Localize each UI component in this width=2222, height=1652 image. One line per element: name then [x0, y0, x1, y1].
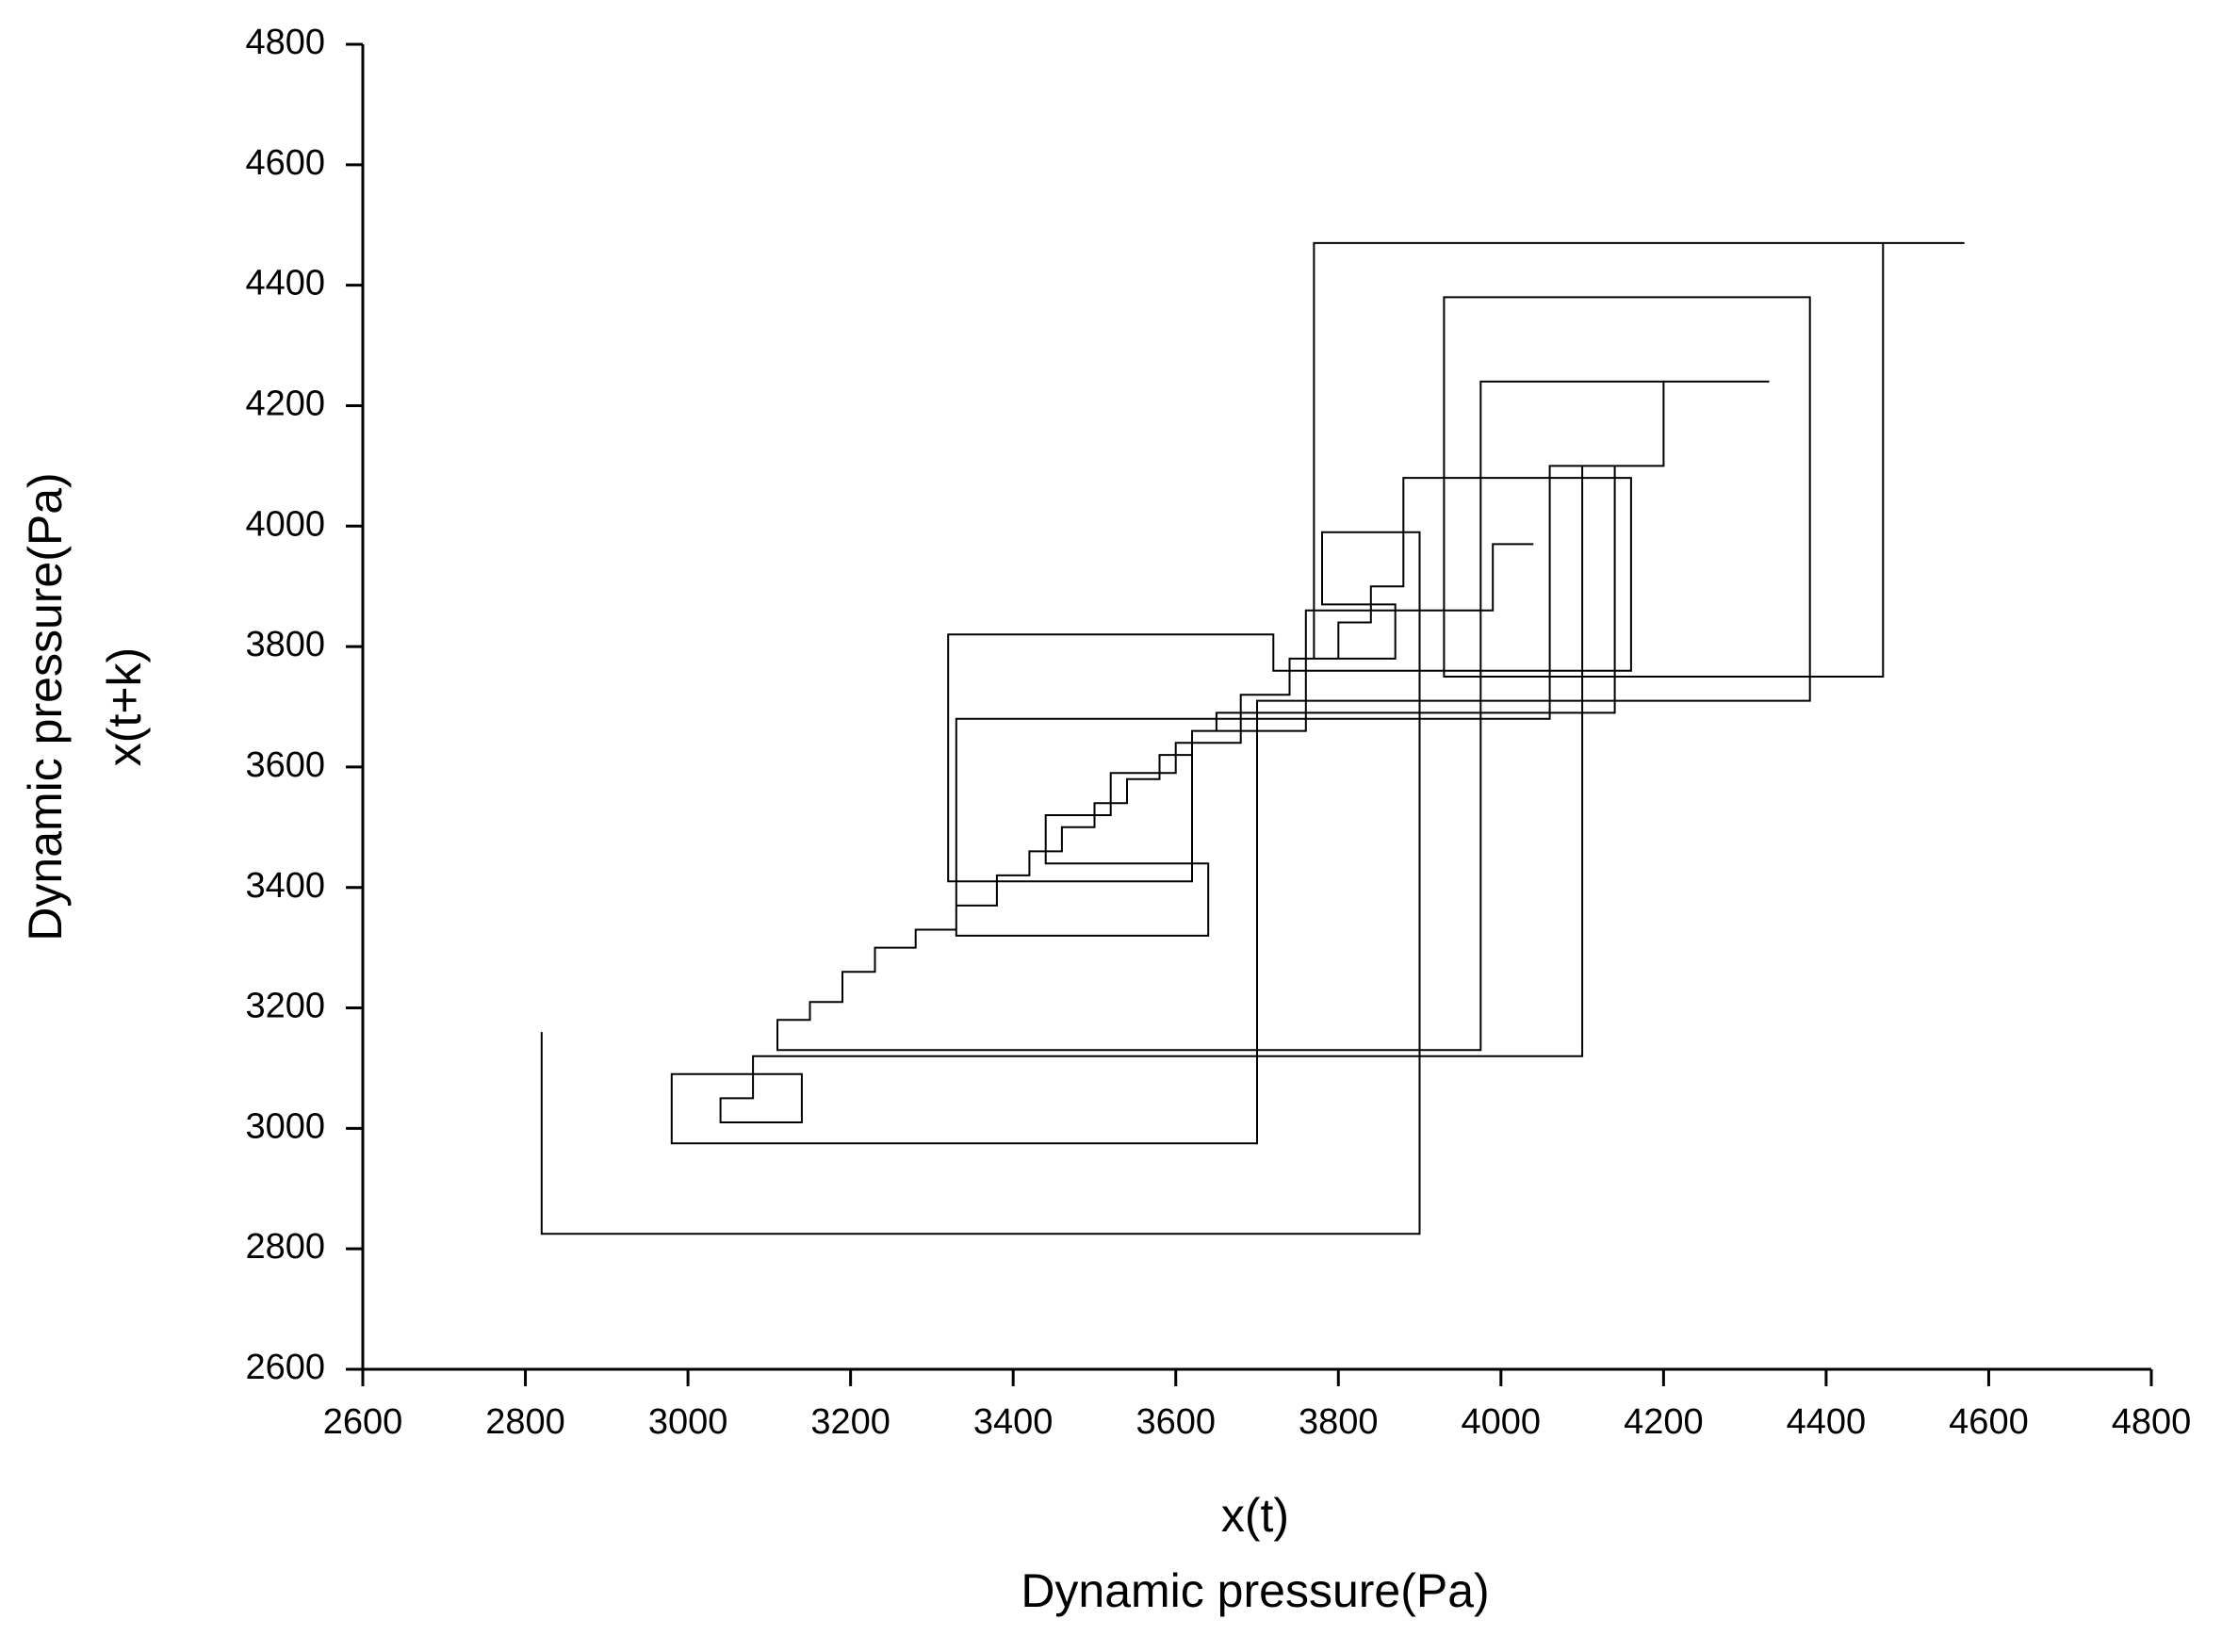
y-axis-label: x(t+k) [98, 647, 151, 766]
y-tick-label: 3200 [245, 987, 325, 1026]
x-tick-label: 4800 [2112, 1402, 2192, 1442]
y-tick-label: 3000 [245, 1106, 325, 1146]
y-tick-label: 3400 [245, 866, 325, 906]
y-tick-label: 4000 [245, 504, 325, 544]
x-tick-label: 3800 [1299, 1402, 1379, 1442]
y-tick-label: 2600 [245, 1348, 325, 1387]
y-tick-label: 3600 [245, 745, 325, 785]
x-tick-label: 3200 [810, 1402, 890, 1442]
x-tick-label: 3400 [973, 1402, 1054, 1442]
y-tick-label: 4400 [245, 264, 325, 303]
y-tick-label: 4600 [245, 143, 325, 183]
data-line [540, 241, 1965, 1235]
y-axis-label: Dynamic pressure(Pa) [19, 472, 72, 940]
x-tick-label: 3600 [1136, 1402, 1216, 1442]
x-tick-label: 4000 [1462, 1402, 1542, 1442]
x-axis-label: Dynamic pressure(Pa) [1021, 1564, 1489, 1617]
x-tick-label: 2600 [323, 1402, 403, 1442]
x-tick-label: 4200 [1624, 1402, 1704, 1442]
x-tick-label: 4400 [1787, 1402, 1867, 1442]
x-tick-label: 2800 [485, 1402, 565, 1442]
x-tick-label: 3000 [648, 1402, 728, 1442]
y-tick-label: 2800 [245, 1227, 325, 1267]
y-tick-label: 4200 [245, 384, 325, 423]
x-tick-label: 4600 [1949, 1402, 2029, 1442]
y-tick-label: 3800 [245, 625, 325, 664]
x-axis-label: x(t) [1221, 1489, 1289, 1542]
y-tick-label: 4800 [245, 23, 325, 62]
